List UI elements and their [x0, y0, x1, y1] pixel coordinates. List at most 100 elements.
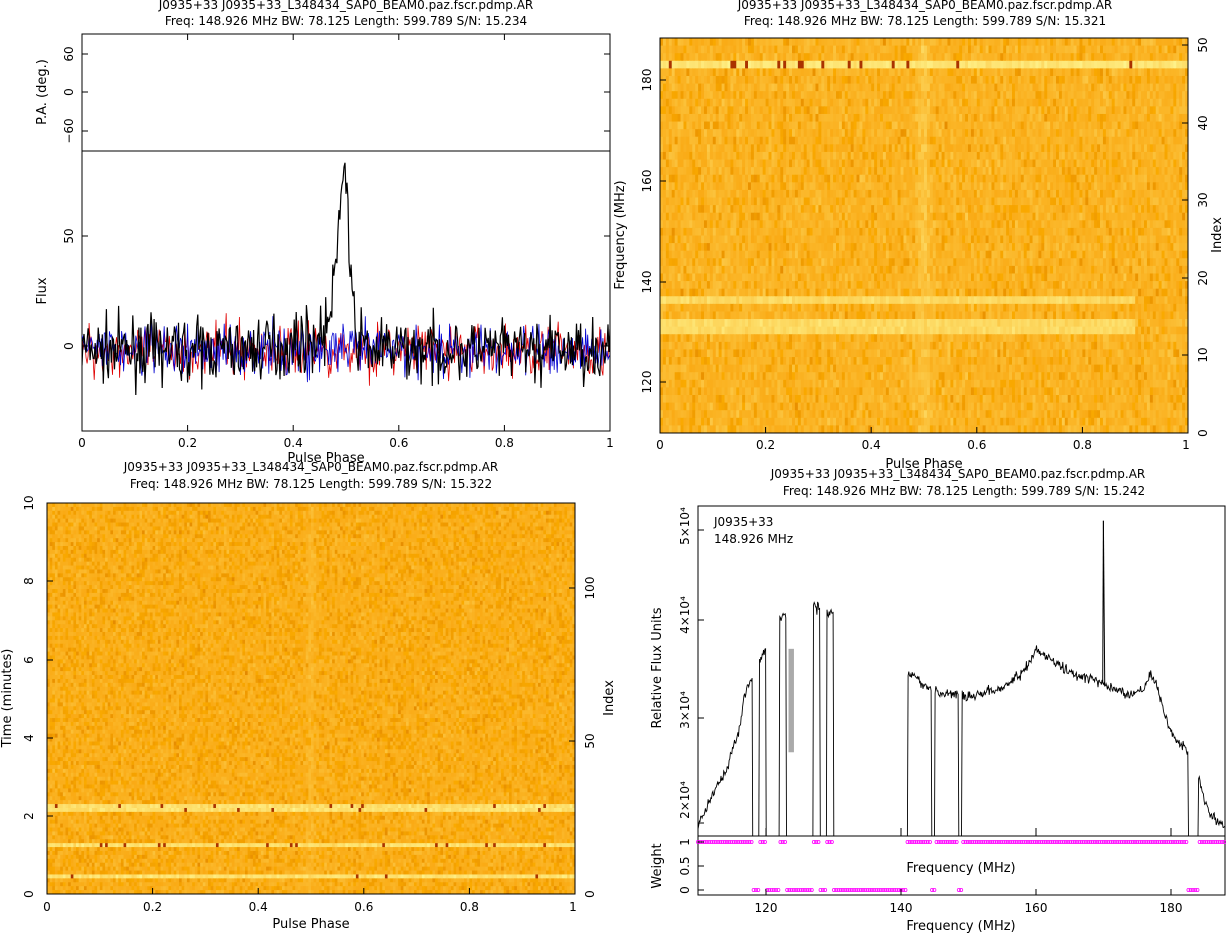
heatmap-cell [891, 68, 896, 77]
heatmap-cell [677, 235, 682, 244]
heatmap-cell [701, 136, 705, 145]
heatmap-cell [1035, 68, 1039, 77]
heatmap-cell [1091, 189, 1095, 199]
heatmap-cell [1185, 151, 1188, 161]
heatmap-cell [894, 60, 899, 69]
heatmap-cell [1058, 144, 1063, 153]
heatmap-cell [730, 189, 734, 199]
heatmap-cell [970, 113, 975, 123]
heatmap-cell [774, 243, 778, 252]
heatmap-cell [897, 136, 902, 145]
heatmap-cell [1173, 205, 1177, 214]
heatmap-cell [929, 45, 934, 54]
heatmap-cell [973, 106, 978, 115]
heatmap-cell [736, 106, 740, 115]
heatmap-cell [850, 75, 855, 85]
heatmap-cell [1020, 38, 1025, 47]
heatmap-cell [809, 136, 814, 145]
heatmap-cell [792, 144, 796, 153]
heatmap-cell [926, 75, 931, 85]
heatmap-cell [1176, 144, 1180, 153]
heatmap-cell [815, 136, 819, 145]
heatmap-cell [1082, 68, 1086, 77]
heatmap-cell [1173, 167, 1177, 176]
heatmap-cell [1152, 129, 1157, 138]
heatmap-cell [809, 113, 814, 123]
heatmap-cell [1123, 68, 1127, 77]
heatmap-cell [762, 68, 767, 77]
heatmap-cell [660, 227, 664, 237]
heatmap-cell [806, 227, 811, 237]
heatmap-cell [827, 75, 831, 85]
heatmap-cell [756, 136, 761, 145]
heatmap-cell [909, 60, 913, 69]
heatmap-cell [730, 220, 734, 229]
heatmap-cell [1100, 68, 1104, 77]
heatmap-cell [1105, 53, 1110, 62]
heatmap-cell [1102, 75, 1107, 85]
heatmap-cell [909, 167, 913, 176]
heatmap-cell [850, 227, 855, 237]
heatmap-cell [1102, 235, 1107, 244]
heatmap-cell [844, 113, 849, 123]
heatmap-cell [727, 129, 731, 138]
heatmap-cell [985, 174, 990, 183]
heatmap-cell [1041, 68, 1045, 77]
heatmap-cell [827, 197, 831, 206]
heatmap-cell [1141, 159, 1145, 168]
heatmap-cell [774, 220, 778, 229]
heatmap-cell [1149, 91, 1154, 100]
heatmap-cell [1009, 53, 1013, 62]
heatmap-cell [1123, 45, 1127, 54]
heatmap-cell [847, 53, 852, 62]
heatmap-cell [1161, 235, 1166, 244]
heatmap-cell [932, 38, 937, 47]
heatmap-cell [806, 60, 811, 69]
heatmap-cell [924, 220, 928, 229]
heatmap-cell [771, 136, 775, 145]
heatmap-cell [1120, 159, 1125, 168]
heatmap-cell [1003, 235, 1007, 244]
heatmap-cell [706, 91, 711, 100]
heatmap-cell [683, 136, 687, 145]
heatmap-cell [695, 53, 699, 62]
heatmap-cell [718, 68, 723, 77]
heatmap-cell [1029, 121, 1034, 130]
heatmap-cell [1029, 174, 1034, 183]
heatmap-cell [906, 113, 910, 123]
heatmap-cell [695, 159, 699, 168]
heatmap-cell [1135, 167, 1139, 176]
heatmap-cell [1138, 151, 1142, 161]
heatmap-cell [1111, 167, 1116, 176]
heatmap-cell [1141, 98, 1145, 107]
heatmap-cell [718, 121, 723, 130]
heatmap-cell [941, 136, 946, 145]
heatmap-cell [988, 182, 993, 191]
heatmap-cell [985, 205, 990, 214]
heatmap-cell [1185, 227, 1188, 237]
heatmap-cell [783, 113, 787, 123]
heatmap-cell [1164, 38, 1169, 47]
heatmap-cell [885, 197, 890, 206]
heatmap-cell [1094, 159, 1098, 168]
heatmap-cell [1141, 227, 1145, 237]
heatmap-cell [844, 220, 849, 229]
heatmap-cell [1003, 53, 1007, 62]
heatmap-cell [1047, 106, 1051, 115]
heatmap-cell [853, 113, 858, 123]
heatmap-cell [1000, 129, 1004, 138]
heatmap-cell [1108, 45, 1113, 54]
heatmap-cell [833, 68, 837, 77]
heatmap-cell [847, 106, 852, 115]
heatmap-cell [874, 91, 878, 100]
heatmap-cell [762, 83, 767, 92]
heatmap-cell [683, 38, 687, 47]
heatmap-cell [970, 75, 975, 85]
heatmap-cell [680, 129, 685, 138]
heatmap-cell [759, 60, 764, 69]
heatmap-cell [1164, 83, 1169, 92]
heatmap-cell [979, 45, 984, 54]
heatmap-cell [662, 113, 667, 123]
heatmap-cell [1114, 144, 1119, 153]
heatmap-cell [1041, 227, 1045, 237]
